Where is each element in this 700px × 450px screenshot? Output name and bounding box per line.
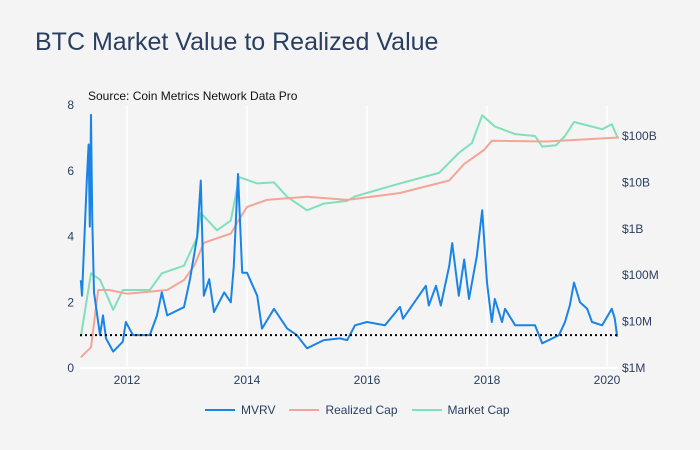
series-group [79, 113, 620, 359]
x-axis: 2012 2014 2016 2018 2020 [114, 373, 621, 387]
chart-title: BTC Market Value to Realized Value [35, 28, 439, 56]
legend-item-market-cap[interactable]: Market Cap [411, 403, 510, 417]
legend-item-realized-cap[interactable]: Realized Cap [289, 403, 398, 417]
x-tick-label: 2018 [474, 373, 501, 387]
source-annotation: Source: Coin Metrics Network Data Pro [88, 89, 298, 103]
y-left-tick-label: 8 [67, 98, 74, 112]
legend-item-mvrv[interactable]: MVRV [205, 403, 275, 417]
legend-swatch [205, 409, 235, 411]
x-tick-label: 2012 [114, 373, 141, 387]
y-right-tick-label: $1B [622, 222, 643, 236]
gridlines [80, 105, 618, 369]
series-line-realized-cap [80, 136, 620, 359]
y-left-tick-label: 6 [67, 164, 74, 178]
legend-swatch [289, 409, 320, 411]
y-right-tick-label: $100M [622, 268, 659, 282]
y-axis-right: $1M $10M $100M $1B $10B $100B [622, 129, 659, 375]
y-right-tick-label: $10M [622, 315, 652, 329]
series-line-market-cap [79, 114, 619, 337]
y-left-tick-label: 4 [67, 230, 74, 244]
y-right-tick-label: $100B [622, 129, 657, 143]
y-right-tick-label: $10B [622, 175, 650, 189]
series-line-mvrv [79, 113, 619, 353]
legend-swatch [411, 409, 442, 411]
legend-label: MVRV [241, 403, 276, 417]
x-tick-label: 2014 [234, 373, 261, 387]
y-axis-left: 0 2 4 6 8 [67, 98, 74, 375]
y-left-tick-label: 2 [67, 295, 74, 309]
x-tick-label: 2020 [594, 373, 621, 387]
x-tick-label: 2016 [354, 373, 381, 387]
y-right-tick-label: $1M [622, 361, 645, 375]
y-left-tick-label: 0 [67, 361, 74, 375]
legend: MVRV Realized Cap Market Cap [205, 403, 510, 417]
legend-label: Market Cap [447, 403, 510, 417]
legend-label: Realized Cap [325, 403, 398, 417]
